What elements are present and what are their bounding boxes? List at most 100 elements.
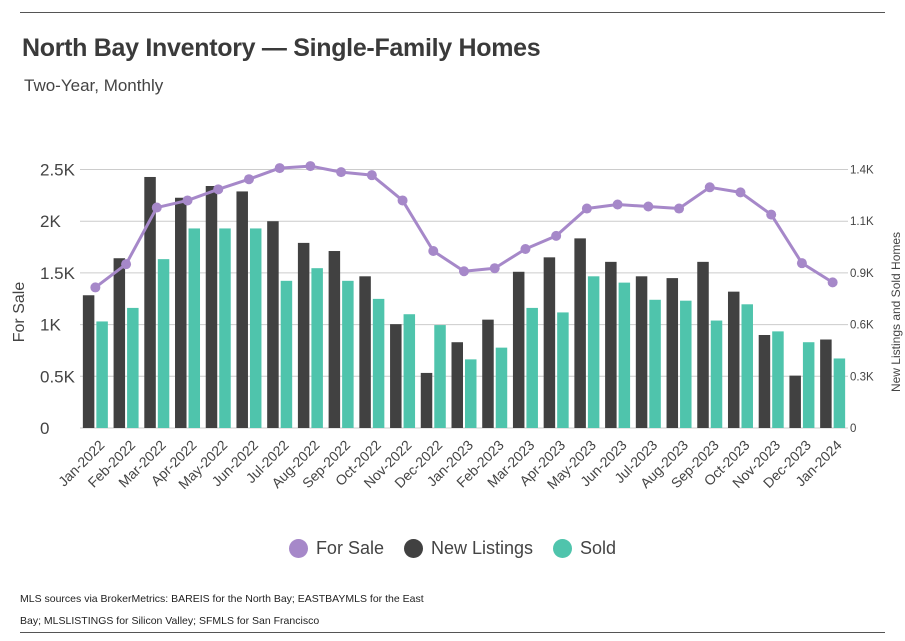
for-sale-point	[581, 203, 592, 214]
sold-bar	[618, 282, 631, 428]
new-listings-bar	[328, 251, 341, 428]
bottom-rule	[20, 632, 885, 633]
sold-bar	[741, 304, 753, 428]
inventory-chart: 0 0 0.5K 0.3K 1K 0.6K 1.5K 0.9K 2K 1.1K 2.5K 1.4K Fo…	[11, 161, 903, 493]
for-sale-point	[243, 174, 254, 185]
bars	[82, 176, 846, 428]
sold-bar	[557, 312, 569, 428]
sold-bar	[465, 359, 477, 428]
sold-bar	[649, 299, 661, 428]
for-sale-point	[90, 282, 101, 293]
new-listings-bar	[574, 238, 586, 428]
sold-bar	[434, 325, 446, 428]
new-listings-bar	[820, 339, 832, 428]
sold-bar	[372, 298, 385, 428]
for-sale-point	[428, 246, 439, 257]
for-sale-point	[274, 163, 285, 174]
new-listings-bar	[758, 334, 771, 428]
sold-bar	[587, 276, 600, 428]
new-listings-bar	[113, 258, 126, 428]
for-sale-point	[643, 201, 654, 212]
new-listings-bar	[297, 242, 310, 428]
chart-title: North Bay Inventory — Single-Family Home…	[22, 34, 541, 62]
new-listings-bar	[144, 176, 156, 428]
new-listings-bar	[82, 295, 95, 428]
y-left-tick-label: 2K	[40, 212, 61, 231]
for-sale-line-group	[90, 161, 838, 293]
for-sale-point	[796, 258, 807, 269]
sold-bar	[249, 228, 262, 428]
y-right-tick-label: 1.1K	[850, 216, 874, 228]
new-listings-bar	[697, 261, 709, 428]
legend: For Sale New Listings Sold	[0, 538, 905, 559]
sold-bar	[833, 358, 846, 428]
new-listings-bar	[359, 276, 371, 428]
sold-bar	[526, 307, 538, 428]
legend-label-for-sale: For Sale	[315, 538, 384, 558]
for-sale-point	[366, 170, 377, 181]
sold-bar	[342, 280, 354, 428]
sold-bar	[680, 300, 692, 428]
legend-item-sold: Sold	[553, 538, 616, 559]
y-left-tick-label: 1K	[40, 316, 61, 335]
new-listings-swatch	[403, 539, 423, 558]
y-left-tick-label: 0	[40, 419, 49, 438]
new-listings-bar	[175, 197, 187, 428]
new-listings-bar	[267, 221, 279, 428]
for-sale-point	[704, 182, 715, 193]
sold-bar	[219, 228, 231, 428]
sold-bar	[127, 307, 139, 428]
legend-label-new-listings: New Listings	[430, 538, 534, 558]
sold-bar	[96, 321, 108, 428]
for-sale-swatch	[288, 539, 308, 558]
for-sale-point	[520, 243, 531, 254]
for-sale-point	[612, 199, 623, 210]
for-sale-point	[121, 259, 132, 270]
sold-bar	[311, 268, 323, 428]
for-sale-point	[827, 277, 838, 288]
sold-bar	[188, 228, 201, 428]
y-left-axis-title: For Sale	[11, 282, 28, 343]
for-sale-point	[213, 184, 224, 195]
sold-bar	[495, 347, 508, 428]
y-right-tick-label: 0.3K	[850, 371, 874, 383]
legend-item-new-listings: New Listings	[403, 538, 534, 559]
new-listings-bar	[236, 191, 248, 428]
new-listings-bar	[512, 271, 525, 428]
y-right-tick-label: 0.6K	[850, 320, 874, 332]
for-sale-point	[182, 195, 193, 206]
new-listings-bar	[605, 261, 617, 428]
new-listings-bar	[420, 372, 433, 428]
for-sale-point	[336, 167, 347, 178]
for-sale-point	[735, 187, 746, 198]
new-listings-bar	[635, 276, 648, 428]
sold-bar	[157, 259, 170, 428]
for-sale-point	[551, 230, 562, 241]
for-sale-point	[151, 202, 162, 213]
new-listings-bar	[451, 342, 463, 428]
sold-bar	[802, 342, 815, 428]
sold-swatch	[553, 539, 573, 558]
new-listings-bar	[205, 186, 218, 428]
for-sale-point	[459, 266, 469, 277]
y-left-tick-label: 1.5K	[40, 264, 76, 283]
new-listings-bar	[390, 324, 402, 428]
new-listings-bar	[727, 291, 740, 428]
sold-bar	[710, 320, 723, 428]
for-sale-point	[766, 209, 777, 220]
y-right-tick-label: 1.4K	[850, 165, 874, 177]
y-left-tick-label: 0.5K	[40, 367, 76, 386]
y-left-tick-label: 2.5K	[40, 161, 76, 180]
sold-bar	[403, 314, 416, 428]
new-listings-bar	[666, 278, 679, 428]
y-right-tick-label: 0.9K	[850, 268, 874, 280]
for-sale-point	[397, 195, 408, 206]
y-right-tick-label: 0	[850, 423, 856, 435]
new-listings-bar	[482, 319, 494, 428]
sold-bar	[772, 331, 784, 428]
chart-subtitle: Two-Year, Monthly	[24, 76, 164, 95]
for-sale-point	[489, 263, 500, 274]
for-sale-point	[674, 203, 685, 214]
sold-bar	[280, 280, 293, 428]
legend-item-for-sale: For Sale	[288, 538, 384, 559]
